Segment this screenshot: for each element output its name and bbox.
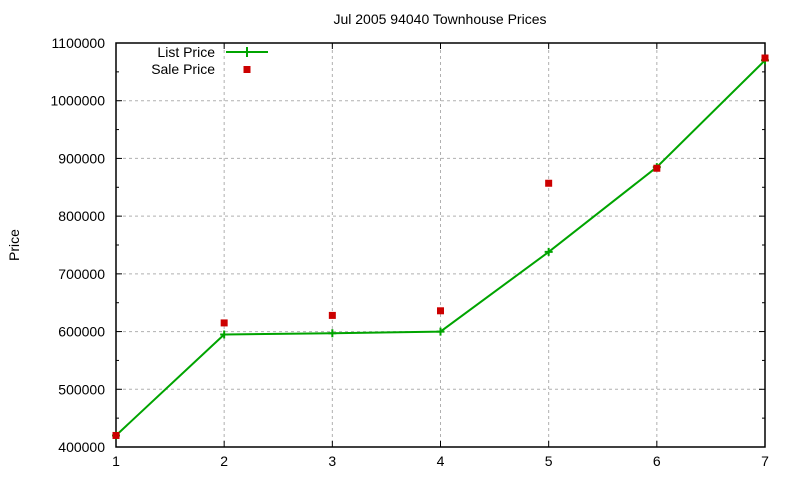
- legend-sample-list-price-icon: [226, 47, 268, 57]
- sale-price-point: [220, 319, 228, 327]
- chart-title: Jul 2005 94040 Townhouse Prices: [333, 11, 546, 27]
- sale-price-point: [437, 307, 444, 315]
- sale-price-point: [653, 164, 661, 172]
- x-tick-labels: 1 2 3 4 5 6 7: [112, 453, 769, 469]
- data-series: [112, 54, 769, 440]
- sale-price-point: [761, 54, 769, 62]
- list-price-point: [544, 247, 553, 256]
- legend-sample-sale-price-icon: [243, 66, 251, 73]
- sale-price-point: [328, 311, 336, 319]
- legend-label-sale-price: Sale Price: [151, 61, 215, 77]
- plot-border: [115, 42, 766, 448]
- x-tick-label: 1: [112, 453, 120, 469]
- x-tick-label: 6: [653, 453, 661, 469]
- y-tick-label: 600000: [58, 324, 105, 340]
- legend: List Price Sale Price: [151, 44, 268, 77]
- list-price-point: [328, 329, 337, 338]
- list-price-point: [436, 327, 445, 336]
- y-tick-label: 1100000: [52, 35, 106, 51]
- y-axis-title: Price: [6, 229, 22, 261]
- y-tick-label: 700000: [58, 266, 105, 282]
- list-price-point: [220, 330, 229, 339]
- x-tick-label: 2: [220, 453, 228, 469]
- y-tick-label: 400000: [58, 439, 105, 455]
- x-tick-label: 5: [545, 453, 553, 469]
- x-tick-label: 7: [761, 453, 769, 469]
- x-tick-label: 4: [437, 453, 445, 469]
- y-tick-label: 500000: [58, 381, 105, 397]
- sale-price-point: [545, 179, 553, 187]
- y-tick-label: 900000: [58, 150, 105, 166]
- y-tick-labels: 400000 500000 600000 700000 800000 900000 1000…: [50, 35, 105, 455]
- gridlines: [117, 44, 764, 446]
- y-tick-label: 800000: [58, 208, 105, 224]
- legend-label-list-price: List Price: [157, 44, 215, 60]
- sale-price-point: [112, 431, 120, 439]
- x-tick-label: 3: [328, 453, 336, 469]
- y-tick-label: 1000000: [50, 93, 105, 109]
